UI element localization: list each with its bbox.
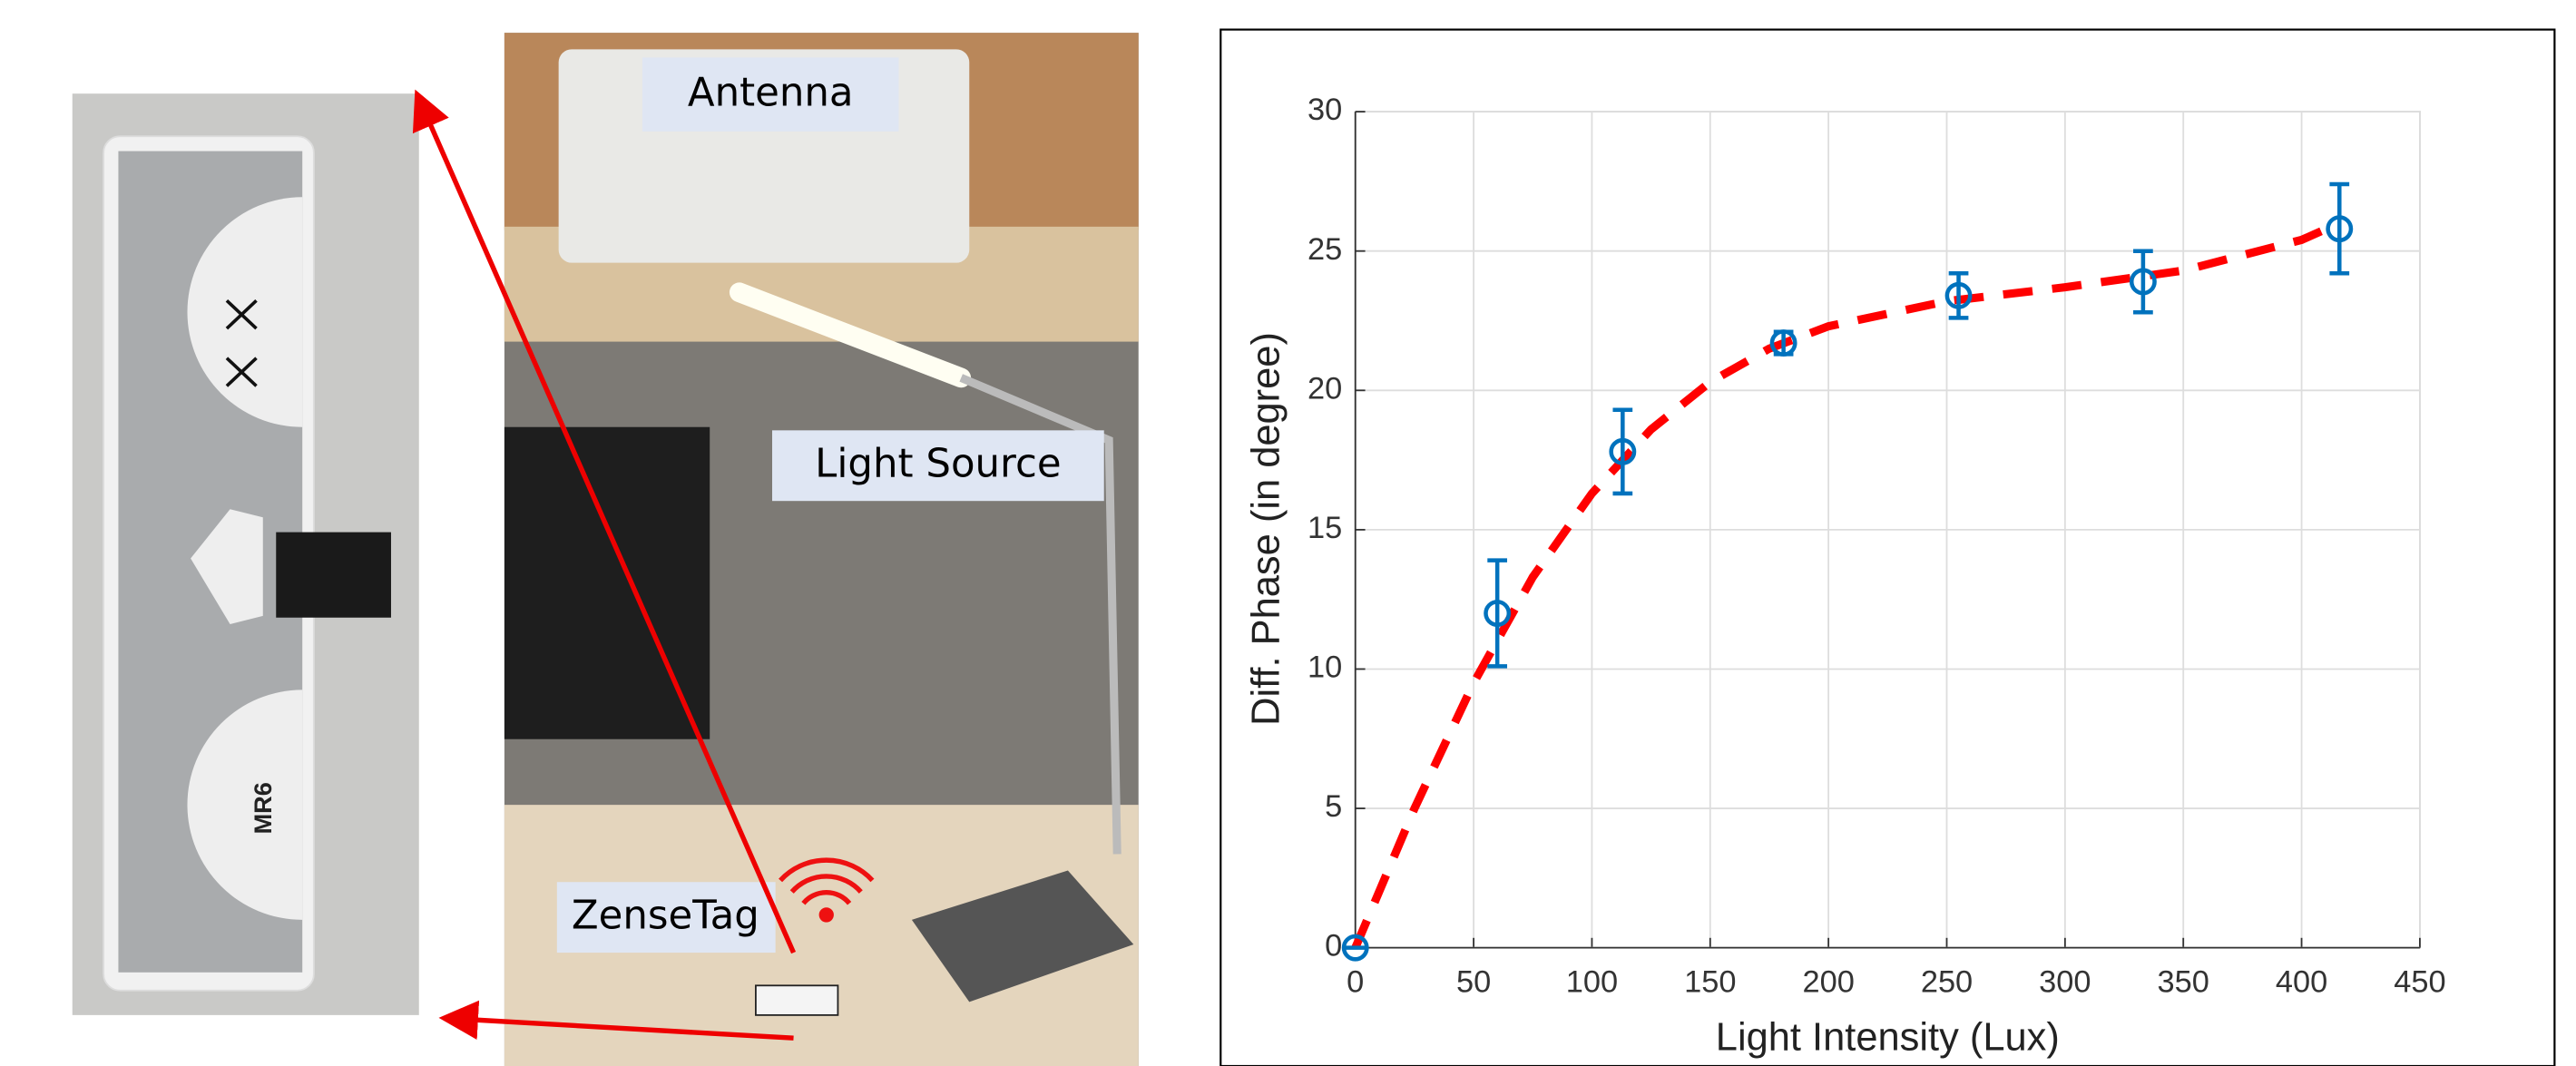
x-tick-label: 450 [2394, 965, 2445, 1000]
x-tick-label: 250 [1921, 965, 1973, 1000]
y-tick-label: 30 [1308, 93, 1342, 127]
tag-print: MR6 [249, 782, 277, 834]
y-tick-label: 0 [1325, 929, 1342, 963]
x-axis-label: Light Intensity (Lux) [1716, 1016, 2060, 1060]
antenna-label: Antenna [688, 71, 854, 116]
y-tick-label: 10 [1308, 650, 1342, 685]
x-tick-label: 100 [1566, 965, 1618, 1000]
x-tick-label: 200 [1802, 965, 1854, 1000]
x-tick-label: 350 [2158, 965, 2209, 1000]
tag-photo: MR6 [73, 93, 419, 1015]
x-tick-label: 150 [1684, 965, 1736, 1000]
x-tick-label: 0 [1347, 965, 1364, 1000]
x-tick-label: 400 [2276, 965, 2327, 1000]
figure: MR6 Antenna Light Source ZenseTag Light … [0, 0, 2576, 1066]
y-tick-label: 15 [1308, 511, 1342, 545]
y-tick-label: 5 [1325, 789, 1342, 824]
y-tick-label: 20 [1308, 371, 1342, 406]
light-label: Light Source [815, 442, 1061, 487]
x-tick-label: 300 [2039, 965, 2091, 1000]
y-tick-label: 25 [1308, 232, 1342, 267]
tag-label: ZenseTag [572, 894, 759, 939]
y-axis-label: Diff. Phase (in degree) [1244, 332, 1288, 726]
page: {"photo_labels": {"antenna": "Antenna", … [0, 0, 2576, 1066]
x-tick-label: 50 [1456, 965, 1491, 1000]
